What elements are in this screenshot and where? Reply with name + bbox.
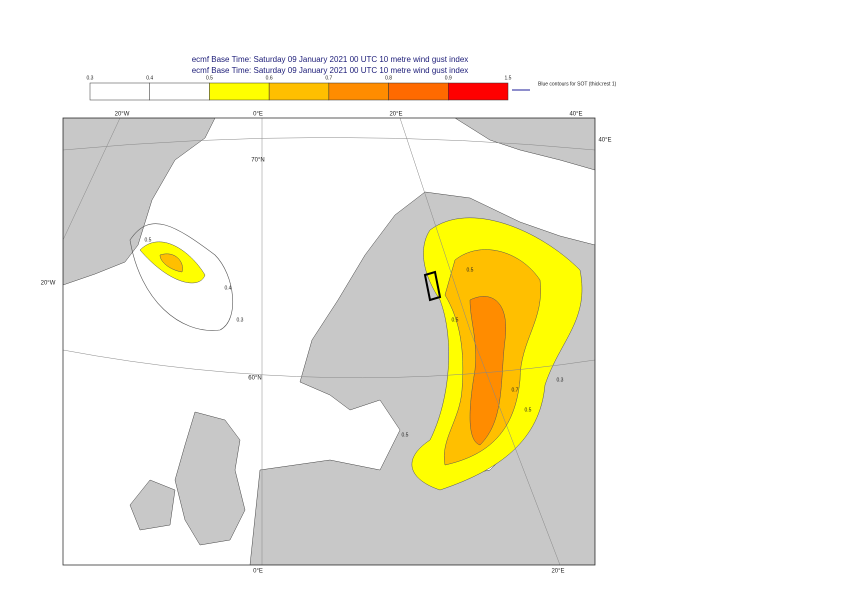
parallel xyxy=(63,137,595,151)
frame xyxy=(62,117,596,566)
contour-label: 0.3 xyxy=(237,317,244,323)
colorbar-segment xyxy=(149,82,210,101)
contour-label: 0.5 xyxy=(145,237,152,243)
map xyxy=(62,117,596,566)
colorbar-label: 1.5 xyxy=(505,75,512,81)
colorbar-segment xyxy=(328,82,389,101)
contour xyxy=(129,223,233,331)
legend-note: Blue contours for SOT (thick:rest 1) xyxy=(538,81,617,87)
colorbar-segment xyxy=(388,82,449,101)
graticule-label: 40°E xyxy=(598,138,611,144)
colorbar-label: 0.6 xyxy=(266,75,273,81)
colorbar: 0.3 0.4 0.5 0.6 0.7 0.8 0.9 1.5 xyxy=(87,75,512,101)
graticule-label: 0°E xyxy=(253,569,263,575)
colorbar-segment xyxy=(209,82,270,101)
contour-label: 0.4 xyxy=(225,285,232,291)
graticule-label: 20°E xyxy=(551,569,564,575)
contour-label: 0.5 xyxy=(525,407,532,413)
graticule-label: 20°W xyxy=(41,281,56,287)
title: ecmf Base Time: Saturday 09 January 2021… xyxy=(192,66,469,75)
colorbar-label: 0.8 xyxy=(385,75,392,81)
colorbar-label: 0.7 xyxy=(325,75,332,81)
colorbar-label: 0.9 xyxy=(445,75,452,81)
colorbar-label: 0.5 xyxy=(206,75,213,81)
box xyxy=(423,270,442,302)
contour-label: 0.3 xyxy=(557,377,564,383)
gust-area xyxy=(159,253,183,273)
contour-label: 0.5 xyxy=(467,267,474,273)
meridian xyxy=(63,118,561,565)
colorbar-segment xyxy=(89,82,150,101)
graticule-label: 70°N xyxy=(251,158,264,164)
parallel xyxy=(63,349,595,379)
contour-label: 0.5 xyxy=(452,317,459,323)
graticule-label: 60°N xyxy=(248,376,261,382)
colorbar-segment xyxy=(268,82,330,101)
graticule-label: 20°W xyxy=(115,112,130,118)
labels: 20°W 0°E 20°E 40°E 40°E 70°N 60°N 20°W 0°E 20°E 0.… xyxy=(41,112,612,575)
graticule-label: 40°E xyxy=(569,112,582,118)
colorbar-label: 0.3 xyxy=(87,75,94,81)
colorbar-label: 0.4 xyxy=(146,75,153,81)
graticule-label: 0°E xyxy=(253,112,263,118)
greenland xyxy=(63,118,216,286)
title: ecmf Base Time: Saturday 09 January 2021… xyxy=(192,55,469,64)
graticule-label: 20°E xyxy=(389,112,402,118)
contour-label: 0.7 xyxy=(512,387,519,393)
gust-area xyxy=(469,296,507,446)
contour-label: 0.5 xyxy=(402,432,409,438)
british-isles xyxy=(129,411,246,546)
colorbar-segment xyxy=(448,82,509,101)
arctic-islands xyxy=(454,118,595,171)
